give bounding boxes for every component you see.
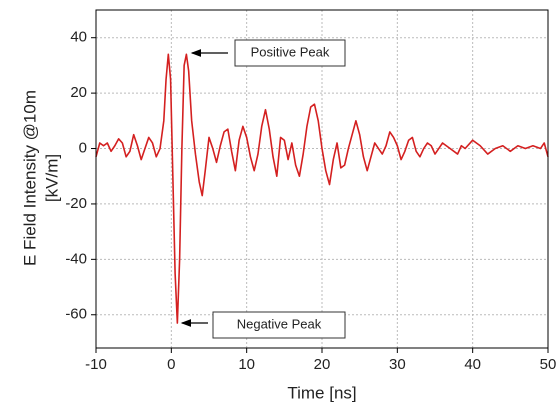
- y-tick-label: 0: [79, 139, 87, 156]
- x-tick-label: 30: [389, 356, 406, 373]
- annotation: Negative Peak: [237, 316, 322, 331]
- y-tick-label: 40: [70, 29, 87, 46]
- y-tick-label: -40: [65, 250, 87, 267]
- x-tick-label: 0: [167, 356, 175, 373]
- y-tick-label: -20: [65, 195, 87, 212]
- x-tick-label: 20: [314, 356, 331, 373]
- y-axis-label: E Field Intensity @10m: [20, 90, 39, 266]
- annotation-box: [212, 311, 346, 339]
- x-axis-label: Time [ns]: [287, 383, 356, 402]
- y-axis-label: [kV/m]: [42, 154, 61, 202]
- y-tick-label: -60: [65, 306, 87, 323]
- x-tick-label: -10: [85, 356, 107, 373]
- annotation: Positive Peak: [251, 44, 330, 59]
- x-tick-label: 50: [540, 356, 557, 373]
- annotation-box: [234, 39, 346, 67]
- x-tick-label: 10: [238, 356, 255, 373]
- x-tick-label: 40: [464, 356, 481, 373]
- data-line: [95, 53, 549, 324]
- plot-frame: [95, 9, 549, 349]
- y-tick-label: 20: [70, 84, 87, 101]
